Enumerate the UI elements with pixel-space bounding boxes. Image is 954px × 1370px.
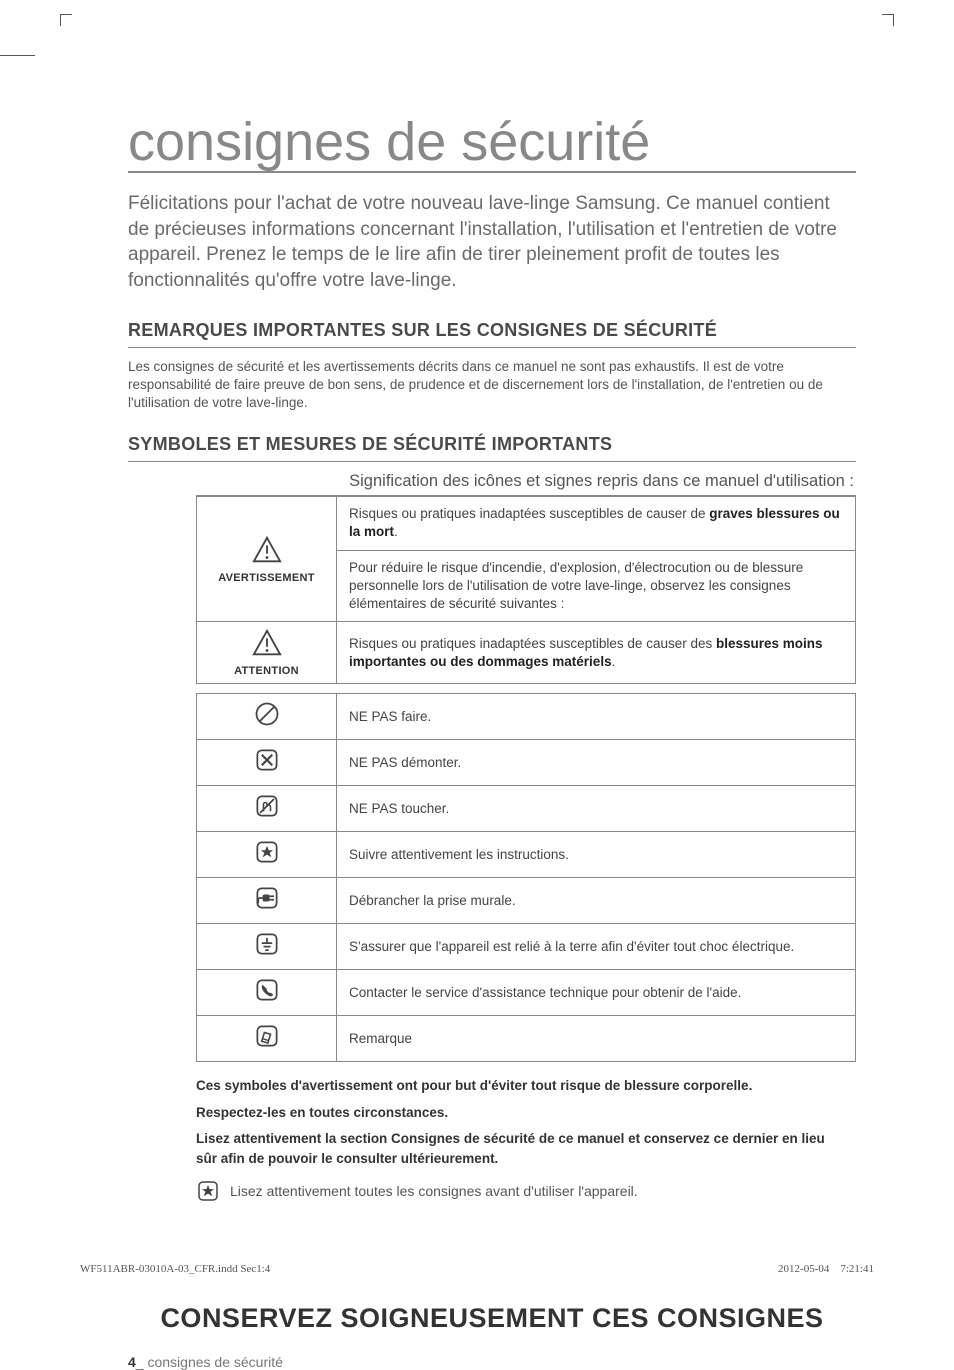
row-text: Remarque [337,1016,856,1062]
warning-triangle-icon [252,628,282,658]
table-row: Contacter le service d'assistance techni… [197,970,856,1016]
table-row: S'assurer que l'appareil est relié à la … [197,924,856,970]
text-span: Risques ou pratiques inadaptées suscepti… [349,506,709,521]
row-text: S'assurer que l'appareil est relié à la … [337,924,856,970]
section-body-1: Les consignes de sécurité et les avertis… [128,358,856,413]
row-text: NE PAS toucher. [337,786,856,832]
text-span: Risques ou pratiques inadaptées suscepti… [349,636,716,651]
avertissement-text-1: Risques ou pratiques inadaptées suscepti… [337,497,856,550]
page-number: 4 [128,1354,136,1370]
row-text: NE PAS faire. [337,694,856,740]
section-heading-1: REMARQUES IMPORTANTES SUR LES CONSIGNES … [128,320,856,348]
icon-cell-service [197,970,337,1016]
table-subheading: Signification des icônes et signes repri… [196,472,856,496]
footer-note-3: Lisez attentivement la section Consignes… [196,1129,826,1170]
text-span: . [394,524,398,539]
star-line-text: Lisez attentivement toutes les consignes… [230,1183,638,1199]
attention-label: ATTENTION [201,665,332,677]
table-row: ATTENTION Risques ou pratiques inadaptée… [197,622,856,684]
row-text: Suivre attentivement les instructions. [337,832,856,878]
footer-note-block: Ces symboles d'avertissement ont pour bu… [196,1076,826,1169]
crop-mark-tr [882,14,894,26]
table-row: Suivre attentivement les instructions. [197,832,856,878]
crop-mark-tl [60,14,72,26]
note-icon [253,1022,281,1050]
print-metadata: WF511ABR-03010A-03_CFR.indd Sec1:4 2012-… [80,1263,874,1275]
prohibition-icon [253,700,281,728]
avertissement-label: AVERTISSEMENT [201,572,332,584]
no-touch-icon [253,792,281,820]
page-title: consignes de sécurité [128,115,856,173]
unplug-icon [253,884,281,912]
no-disassemble-icon [253,746,281,774]
footer-note-1: Ces symboles d'avertissement ont pour bu… [196,1076,826,1096]
icon-cell-no-disassemble [197,740,337,786]
icon-cell-avertissement: AVERTISSEMENT [197,497,337,622]
avertissement-text-2: Pour réduire le risque d'incendie, d'exp… [337,550,856,622]
icon-cell-note [197,1016,337,1062]
crop-mark-left-line [0,55,35,56]
section-heading-2: SYMBOLES ET MESURES DE SÉCURITÉ IMPORTAN… [128,434,856,462]
table-row: Débrancher la prise murale. [197,878,856,924]
table-row: NE PAS toucher. [197,786,856,832]
print-time: 7:21:41 [840,1263,874,1275]
row-text: NE PAS démonter. [337,740,856,786]
icon-cell-unplug [197,878,337,924]
table-row: Remarque [197,1016,856,1062]
symbols-table: AVERTISSEMENT Risques ou pratiques inada… [196,496,856,1062]
table-row: NE PAS faire. [197,694,856,740]
print-datetime: 2012-05-04 7:21:41 [778,1263,874,1275]
icon-cell-ground [197,924,337,970]
symbols-table-wrap: AVERTISSEMENT Risques ou pratiques inada… [196,496,856,1062]
icon-cell-no-touch [197,786,337,832]
page-footer: 4_ consignes de sécurité [128,1354,856,1370]
table-row: NE PAS démonter. [197,740,856,786]
print-date: 2012-05-04 [778,1263,829,1275]
save-instructions-heading: CONSERVEZ SOIGNEUSEMENT CES CONSIGNES [128,1303,856,1334]
icon-cell-attention: ATTENTION [197,622,337,684]
icon-cell-follow [197,832,337,878]
phone-icon [253,976,281,1004]
warning-triangle-icon [252,535,282,565]
ground-icon [253,930,281,958]
table-row: AVERTISSEMENT Risques ou pratiques inada… [197,497,856,550]
row-text: Débrancher la prise murale. [337,878,856,924]
print-file: WF511ABR-03010A-03_CFR.indd Sec1:4 [80,1263,270,1275]
table-gap-row [197,684,856,694]
row-text: Contacter le service d'assistance techni… [337,970,856,1016]
star-instruction-line: Lisez attentivement toutes les consignes… [196,1179,856,1203]
page-footer-suffix: _ consignes de sécurité [136,1354,283,1370]
attention-text: Risques ou pratiques inadaptées suscepti… [337,622,856,684]
footer-note-2: Respectez-les en toutes circonstances. [196,1103,826,1123]
star-box-icon [253,838,281,866]
star-box-icon [196,1179,220,1203]
icon-cell-do-not [197,694,337,740]
manual-page: consignes de sécurité Félicitations pour… [0,0,954,1291]
intro-paragraph: Félicitations pour l'achat de votre nouv… [128,191,856,294]
text-span: . [612,654,616,669]
